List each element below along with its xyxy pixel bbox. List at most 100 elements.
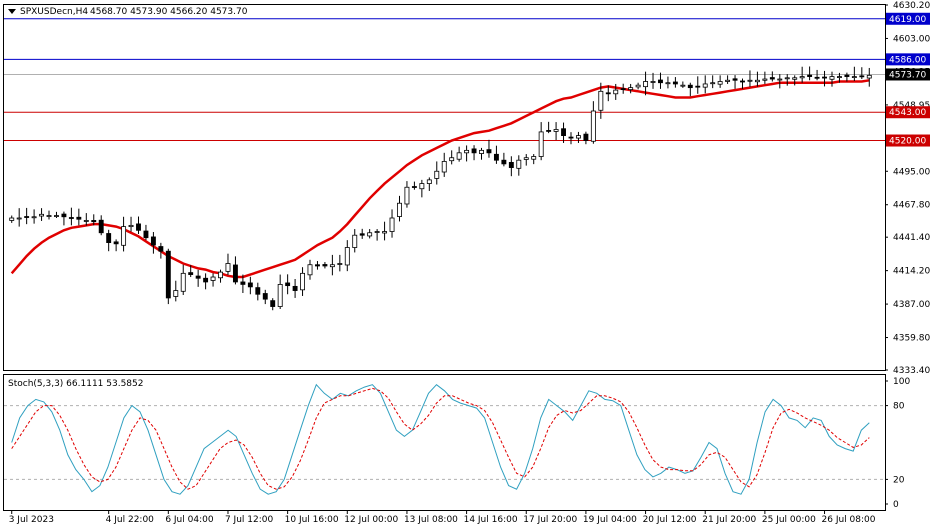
stoch-main-line (11, 383, 870, 495)
candle (844, 74, 850, 77)
candle (501, 159, 507, 165)
candle (344, 247, 350, 266)
time-tick-label: 3 Jul 2023 (9, 515, 54, 525)
candle (61, 213, 67, 218)
price-tick-label: 4441.40 (893, 233, 930, 243)
candle (754, 79, 760, 83)
candle (516, 159, 522, 169)
candle (329, 264, 335, 268)
time-tick-label: 19 Jul 04:00 (583, 515, 637, 525)
candle (769, 77, 775, 80)
candle (277, 284, 283, 307)
level-price-tag (886, 134, 930, 147)
candle (851, 76, 857, 78)
candle (807, 74, 813, 77)
price-tick-label: 4387.00 (893, 300, 930, 310)
candle (91, 220, 97, 223)
candle (411, 186, 417, 188)
candle (158, 246, 164, 252)
stoch-signal-line (11, 387, 870, 490)
candle (292, 285, 298, 291)
time-tick-label: 26 Jul 08:00 (822, 515, 876, 525)
indicator-frame (3, 374, 886, 511)
candle (307, 264, 313, 276)
candle (240, 281, 246, 285)
candle (725, 79, 731, 82)
current-price-label: 4573.70 (889, 70, 926, 80)
time-tick-label: 13 Jul 08:00 (404, 515, 458, 525)
candle (367, 232, 373, 237)
time-tick-label: 25 Jul 00:00 (762, 515, 816, 525)
time-tick-label: 14 Jul 16:00 (464, 515, 518, 525)
candle (583, 133, 589, 141)
candle (352, 234, 358, 248)
candle (740, 80, 745, 83)
horizontal-levels (4, 18, 885, 142)
candle (717, 81, 723, 85)
price-tick-label: 4467.80 (893, 201, 930, 211)
candle (389, 217, 395, 232)
candle (232, 264, 238, 283)
stoch-tick-label: 100 (893, 377, 910, 387)
candle (486, 149, 492, 154)
candle (337, 263, 343, 265)
candle (270, 300, 276, 307)
candles-layer (9, 66, 872, 311)
candle (643, 81, 649, 88)
time-tick-label: 20 Jul 12:00 (643, 515, 697, 525)
candle (173, 290, 179, 297)
candle (456, 152, 462, 160)
candle (479, 149, 484, 154)
candle (143, 230, 149, 239)
candle (784, 77, 790, 80)
candle (434, 170, 440, 179)
time-tick-label: 10 Jul 16:00 (285, 515, 339, 525)
time-axis: 3 Jul 2023 4 Jul 22:00 6 Jul 04:00 7 Jul 12… (9, 510, 876, 525)
candle (68, 217, 74, 219)
stoch-tick-label: 20 (893, 475, 905, 485)
time-tick-label: 21 Jul 20:00 (702, 515, 756, 525)
candle (687, 84, 693, 89)
candle (359, 233, 365, 236)
candle (814, 76, 820, 79)
time-tick-label: 4 Jul 22:00 (106, 515, 155, 525)
price-tick-label: 4603.00 (893, 34, 930, 44)
candle (553, 129, 559, 132)
price-tick-label: 4495.00 (893, 167, 930, 177)
candle (635, 84, 641, 88)
candle (300, 272, 305, 291)
candle (449, 157, 455, 162)
candle (374, 231, 380, 233)
level-price-tag (886, 12, 930, 25)
candle (150, 236, 156, 246)
candle (672, 81, 678, 85)
candle (531, 156, 537, 160)
candle (98, 219, 104, 234)
price-tick-label: 4359.80 (893, 334, 930, 344)
candle (658, 79, 663, 84)
candle (829, 76, 835, 80)
price-tick-label: 4333.40 (893, 366, 930, 376)
candle (568, 136, 574, 139)
candle (180, 272, 186, 292)
candle (493, 153, 499, 161)
level-price-tag (886, 53, 930, 66)
dropdown-triangle-icon[interactable] (8, 9, 16, 14)
candle (195, 275, 201, 279)
candle (426, 179, 432, 184)
candle (210, 276, 216, 281)
candle (792, 77, 798, 80)
candle (54, 215, 59, 217)
level-price-label: 4543.00 (889, 108, 926, 118)
level-price-label: 4619.00 (889, 15, 926, 25)
candle (590, 110, 596, 142)
candle (747, 79, 753, 82)
candle (464, 149, 470, 154)
candle (128, 224, 134, 228)
candle (218, 271, 223, 279)
candle (441, 161, 447, 173)
moving-average-line (10, 79, 870, 279)
candle (561, 128, 566, 137)
candle (471, 148, 477, 154)
